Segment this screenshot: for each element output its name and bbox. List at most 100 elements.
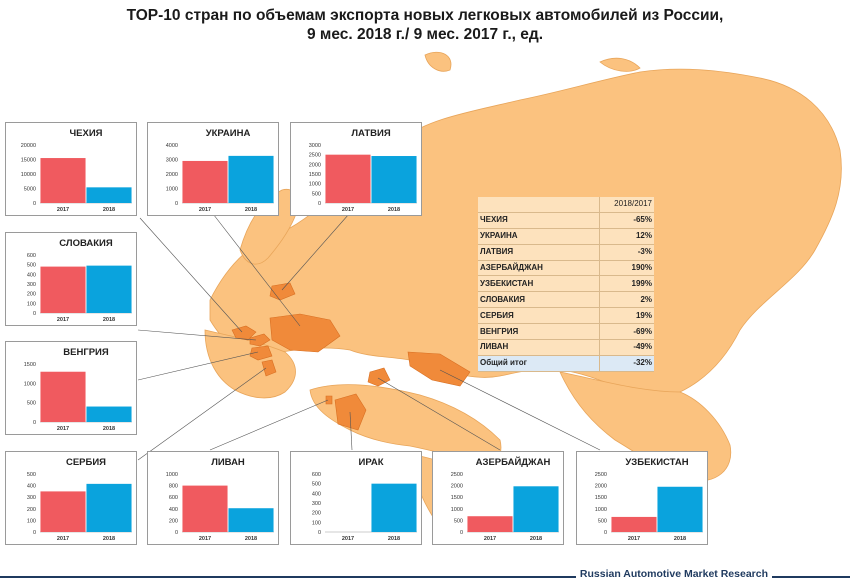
leader-line (281, 205, 357, 291)
ratio-value: 19% (599, 307, 654, 325)
ratio-value: 12% (599, 228, 654, 245)
y-tick-label: 10000 (21, 172, 36, 178)
ratio-country: УЗБЕКИСТАН (478, 275, 600, 293)
y-tick-label: 100 (312, 520, 321, 526)
y-tick-label: 3000 (309, 143, 321, 149)
ratio-header-blank (478, 197, 600, 213)
y-tick-label: 400 (27, 272, 36, 278)
bar-2017 (467, 516, 513, 532)
y-tick-label: 300 (27, 282, 36, 288)
bar-2017 (611, 516, 657, 532)
bar-2017 (182, 485, 228, 532)
y-tick-label: 500 (27, 472, 36, 478)
mini-chart-title: ВЕНГРИЯ (63, 347, 109, 358)
lebanon-region (325, 395, 333, 405)
y-tick-label: 500 (312, 191, 321, 197)
x-tick-label: 2017 (57, 426, 69, 432)
chart-vengriya: ВЕНГРИЯ 0 500 1000 1500 2017 2018 (5, 341, 137, 435)
y-tick-label: 0 (604, 530, 607, 536)
y-tick-label: 500 (27, 401, 36, 407)
mini-chart-title: АЗЕРБАЙДЖАН (476, 456, 551, 468)
ratio-total-label: Общий итог (478, 355, 600, 372)
mini-chart-title: УКРАИНА (206, 128, 251, 139)
chart-chekhiya: ЧЕХИЯ 0 5000 10000 15000 20000 2017 2018 (5, 122, 137, 216)
leader-line (349, 411, 353, 451)
y-tick-label: 1500 (451, 495, 463, 501)
x-tick-label: 2017 (199, 207, 211, 213)
bar-2018 (86, 406, 132, 422)
y-tick-label: 600 (169, 495, 178, 501)
y-tick-label: 0 (33, 201, 36, 207)
hungary-region (249, 345, 273, 361)
y-tick-label: 600 (27, 253, 36, 259)
y-tick-label: 100 (27, 518, 36, 524)
y-tick-label: 800 (169, 484, 178, 490)
y-tick-label: 100 (27, 301, 36, 307)
leader-line (439, 369, 601, 451)
leader-line (139, 217, 243, 333)
y-tick-label: 1000 (24, 381, 36, 387)
ratio-row: УЗБЕКИСТАН 199% (478, 275, 654, 293)
ratio-country: УКРАИНА (478, 228, 600, 245)
y-tick-label: 1500 (595, 495, 607, 501)
ratio-table: 2018/2017 ЧЕХИЯ -65% УКРАИНА 12% ЛАТВИЯ -3%… (478, 197, 654, 372)
y-tick-label: 0 (175, 530, 178, 536)
ratio-value: 2% (599, 291, 654, 309)
mini-chart-svg: ЛИВАН 0 200 400 600 800 1000 2017 2018 (166, 457, 274, 542)
ratio-row: СЕРБИЯ 19% (478, 307, 654, 325)
ratio-value: -3% (599, 244, 654, 261)
y-tick-label: 400 (169, 507, 178, 513)
ratio-row: СЛОВАКИЯ 2% (478, 291, 654, 309)
ratio-row: АЗЕРБАЙДЖАН 190% (478, 260, 654, 277)
ratio-row: ЛИВАН -49% (478, 339, 654, 356)
y-tick-label: 0 (175, 201, 178, 207)
y-tick-label: 1000 (309, 182, 321, 188)
ukraine-region (269, 313, 341, 353)
y-tick-label: 200 (312, 511, 321, 517)
ratio-country: СЕРБИЯ (478, 307, 600, 325)
mini-chart-svg: УКРАИНА 0 1000 2000 3000 4000 2017 2018 (166, 128, 274, 213)
mini-chart-title: УЗБЕКИСТАН (625, 457, 688, 468)
y-tick-label: 1000 (595, 507, 607, 513)
chart-latviya: ЛАТВИЯ 0 500 1000 1500 2000 2500 3000 2017 2018 (290, 122, 422, 216)
bar-2018 (86, 265, 132, 313)
x-tick-label: 2018 (388, 536, 400, 542)
x-tick-label: 2017 (484, 536, 496, 542)
y-tick-label: 500 (454, 518, 463, 524)
x-tick-label: 2017 (57, 536, 69, 542)
y-tick-label: 200 (169, 518, 178, 524)
x-tick-label: 2017 (57, 317, 69, 323)
footer-source: Russian Automotive Market Research (575, 568, 772, 580)
x-tick-label: 2018 (245, 207, 257, 213)
y-tick-label: 5000 (24, 187, 36, 193)
y-tick-label: 15000 (21, 158, 36, 164)
bar-2018 (228, 155, 274, 203)
x-tick-label: 2018 (103, 207, 115, 213)
leader-line (209, 209, 301, 327)
y-tick-label: 2000 (595, 484, 607, 490)
footer-rule (0, 576, 850, 578)
bar-2017 (40, 266, 86, 313)
x-tick-label: 2018 (530, 536, 542, 542)
bar-2018 (513, 486, 559, 532)
y-tick-label: 0 (318, 530, 321, 536)
title-line-1: ТОР-10 стран по объемам экспорта новых л… (126, 7, 724, 24)
y-tick-label: 1000 (166, 187, 178, 193)
chart-livan: ЛИВАН 0 200 400 600 800 1000 2017 2018 (147, 451, 279, 545)
bar-2018 (371, 156, 417, 203)
mini-chart-svg: УЗБЕКИСТАН 0 500 1000 1500 2000 2500 2017 2018 (595, 457, 703, 542)
leader-line (137, 367, 267, 461)
y-tick-label: 0 (318, 201, 321, 207)
ratio-country: ЛИВАН (478, 339, 600, 356)
chart-irak: ИРАК 0 100 200 300 400 500 600 2017 2018 (290, 451, 422, 545)
x-tick-label: 2018 (674, 536, 686, 542)
arctic-islands (424, 51, 641, 72)
mini-chart-title: СЛОВАКИЯ (59, 238, 113, 249)
mini-chart-svg: ЛАТВИЯ 0 500 1000 1500 2000 2500 3000 2017 2018 (309, 128, 417, 213)
y-tick-label: 1500 (309, 172, 321, 178)
x-tick-label: 2018 (103, 536, 115, 542)
leader-line (137, 351, 259, 381)
chart-ukraina: УКРАИНА 0 1000 2000 3000 4000 2017 2018 (147, 122, 279, 216)
y-tick-label: 0 (33, 311, 36, 317)
mini-chart-svg: ЧЕХИЯ 0 5000 10000 15000 20000 2017 2018 (21, 128, 132, 213)
